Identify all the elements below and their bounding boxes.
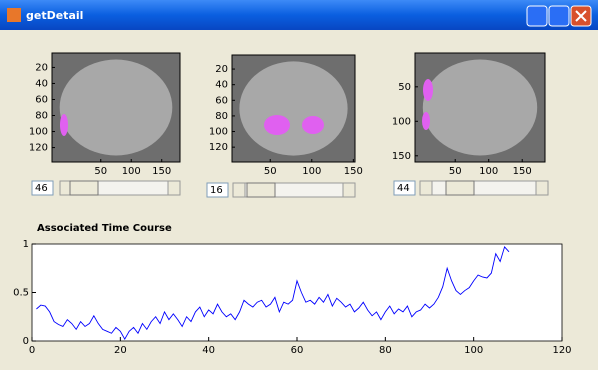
y-tick-label: 80 (35, 111, 48, 122)
activation-blob (423, 79, 433, 101)
plot-area (32, 244, 562, 341)
x-tick-label: 0 (29, 345, 35, 356)
brain-tissue (423, 60, 537, 156)
y-tick-label: 0 (23, 336, 29, 347)
y-tick-label: 60 (215, 95, 228, 106)
chart-title: Associated Time Course (37, 223, 172, 234)
y-tick-label: 50 (398, 82, 411, 93)
x-tick-label: 100 (464, 345, 483, 356)
x-tick-label: 50 (449, 166, 462, 177)
brain-tissue (239, 61, 347, 155)
activation-blob (422, 112, 430, 130)
x-tick-label: 150 (513, 166, 532, 177)
x-tick-label: 100 (479, 166, 498, 177)
x-tick-label: 50 (94, 166, 107, 177)
y-tick-label: 100 (29, 127, 48, 138)
y-tick-label: 20 (35, 62, 48, 73)
slider-thumb[interactable] (70, 181, 98, 195)
window-title: getDetail (26, 9, 83, 22)
x-tick-label: 100 (302, 166, 321, 177)
slider-thumb[interactable] (446, 181, 474, 195)
x-tick-label: 50 (264, 166, 277, 177)
y-tick-label: 100 (209, 127, 228, 138)
y-tick-label: 40 (215, 80, 228, 91)
slider-right-arrow[interactable] (168, 181, 180, 195)
x-tick-label: 60 (291, 345, 304, 356)
y-tick-label: 60 (35, 94, 48, 105)
y-tick-label: 20 (215, 64, 228, 75)
x-tick-label: 150 (152, 166, 171, 177)
x-tick-label: 150 (344, 166, 363, 177)
slider-left-arrow[interactable] (420, 181, 432, 195)
x-tick-label: 120 (552, 345, 571, 356)
activation-blob (264, 115, 290, 135)
y-tick-label: 40 (35, 78, 48, 89)
x-tick-label: 100 (122, 166, 141, 177)
title-bar (0, 0, 598, 30)
slider-right-arrow[interactable] (343, 183, 355, 197)
slice-slider[interactable] (420, 181, 548, 195)
y-tick-label: 120 (29, 143, 48, 154)
slice-edit-value: 46 (35, 183, 48, 194)
app-icon (7, 8, 21, 22)
maximize-button[interactable] (549, 6, 569, 26)
x-tick-label: 80 (379, 345, 392, 356)
slider-left-arrow[interactable] (233, 183, 245, 197)
slice-edit-value: 44 (397, 183, 410, 194)
y-tick-label: 150 (392, 151, 411, 162)
activation-blob (302, 116, 324, 134)
y-tick-label: 1 (23, 239, 29, 250)
x-tick-label: 40 (202, 345, 215, 356)
y-tick-label: 100 (392, 116, 411, 127)
brain-tissue (60, 60, 173, 156)
slice-edit-value: 16 (210, 185, 223, 196)
slider-thumb[interactable] (247, 183, 275, 197)
slider-right-arrow[interactable] (536, 181, 548, 195)
y-tick-label: 80 (215, 111, 228, 122)
x-tick-label: 20 (114, 345, 127, 356)
activation-blob (60, 114, 68, 136)
window: getDetail Associated Time Course 20 40 60 8… (0, 0, 598, 370)
y-tick-label: 0.5 (13, 288, 29, 299)
minimize-button[interactable] (527, 6, 547, 26)
y-tick-label: 120 (209, 142, 228, 153)
